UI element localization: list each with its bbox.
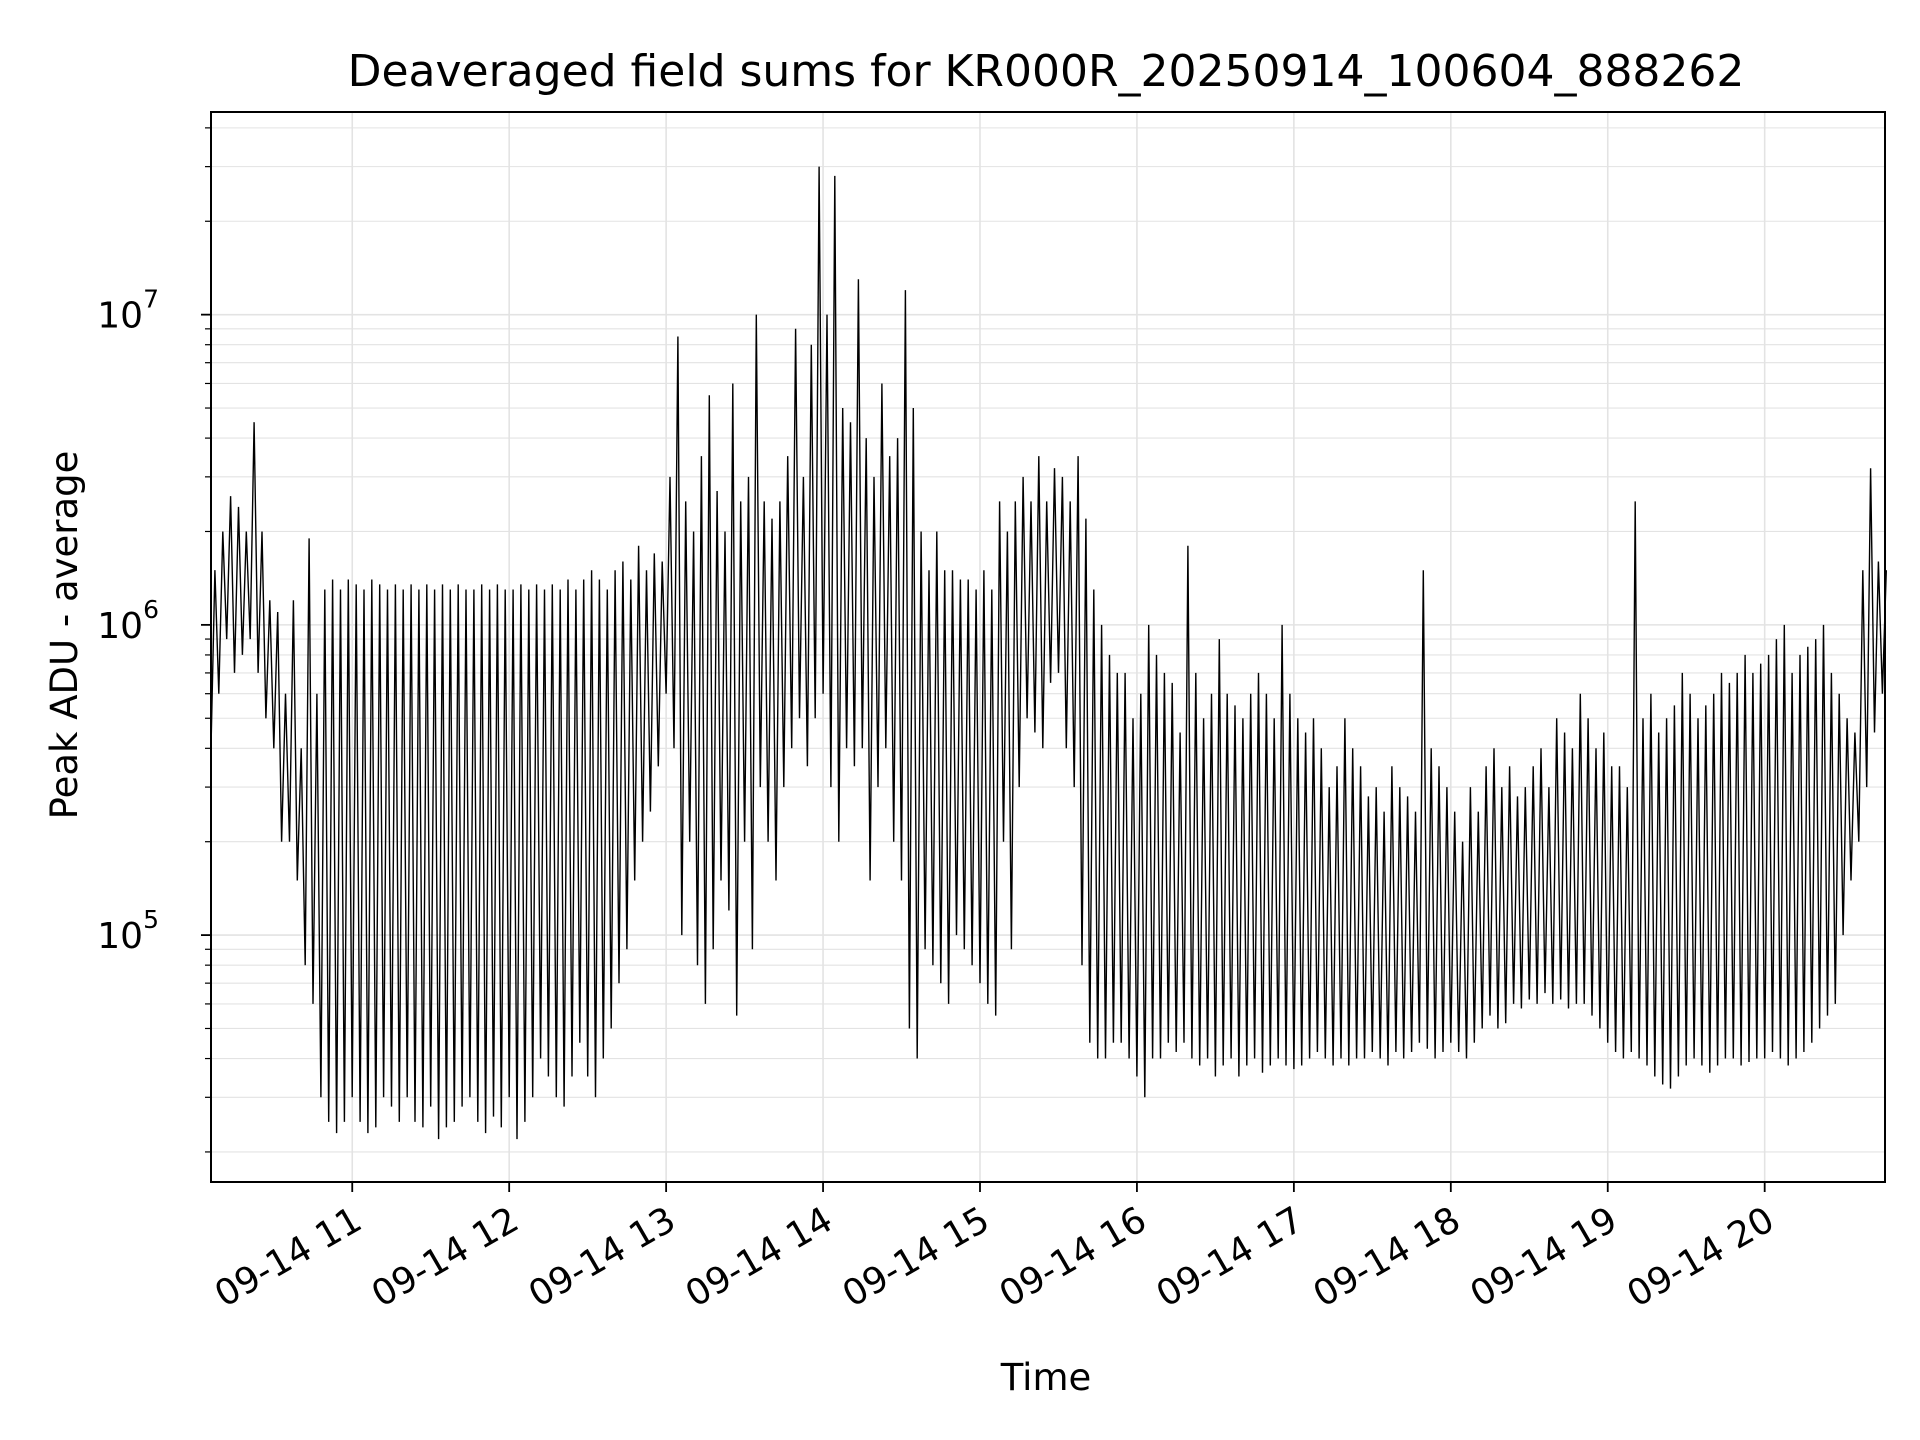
plot-frame bbox=[210, 111, 1886, 1183]
y-tick-base: 10 bbox=[97, 606, 143, 647]
y-tick-label: 105 bbox=[97, 905, 159, 957]
series-group bbox=[210, 166, 1887, 1140]
y-tick-base: 10 bbox=[97, 916, 143, 957]
chart-title: Deaveraged field sums for KR000R_2025091… bbox=[348, 46, 1745, 97]
y-tick-label: 107 bbox=[97, 285, 159, 337]
y-tick-base: 10 bbox=[97, 296, 143, 337]
y-tick-label: 106 bbox=[97, 595, 159, 647]
x-axis-label: Time bbox=[1000, 1356, 1092, 1399]
y-tick-exponent: 7 bbox=[143, 285, 159, 314]
y-tick-exponent: 5 bbox=[143, 905, 159, 934]
y-tick-exponent: 6 bbox=[143, 595, 159, 624]
data-series-line bbox=[210, 166, 1887, 1140]
grid bbox=[211, 112, 1885, 1182]
y-axis-label: Peak ADU - average bbox=[43, 451, 86, 820]
